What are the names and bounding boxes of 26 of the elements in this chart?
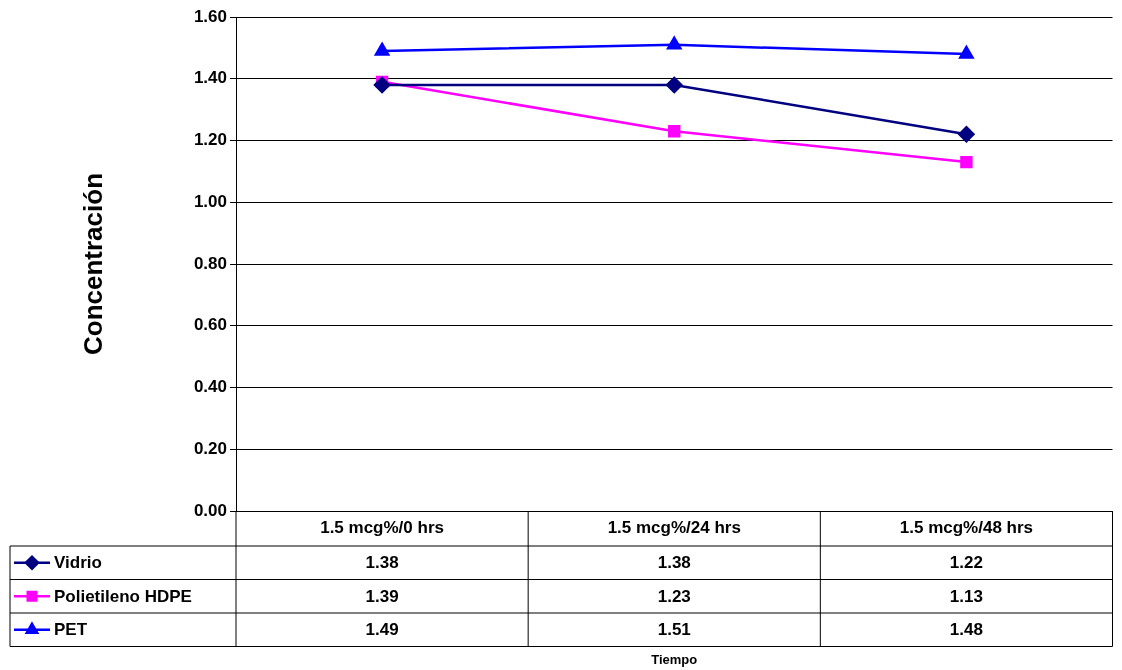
legend-label: PET	[54, 620, 88, 640]
y-tick-label: 0.80	[193, 253, 227, 273]
y-tick-label: 0.40	[193, 377, 227, 397]
text: Tiempo	[651, 651, 698, 667]
legend-label: Polietileno HDPE	[54, 586, 192, 606]
data-label: 1.38	[365, 553, 399, 573]
data-label: 1.22	[949, 553, 983, 573]
data-label: 1.51	[657, 620, 691, 640]
data-label: 1.13	[949, 586, 983, 606]
y-tick-label: 1.00	[193, 191, 227, 211]
x-tick-label: 1.5 mcg%/0 hrs	[320, 518, 444, 538]
y-tick-label: 0.60	[193, 315, 227, 335]
data-label: 1.38	[657, 553, 691, 573]
y-tick-label: 1.60	[193, 6, 227, 26]
data-label: 1.48	[949, 620, 983, 640]
y-tick-label: 0.20	[193, 438, 227, 458]
y-tick-label: 1.40	[193, 68, 227, 88]
x-tick-label: 1.5 mcg%/48 hrs	[899, 518, 1034, 538]
y-tick-label: 1.20	[193, 130, 227, 150]
x-tick-label: 1.5 mcg%/24 hrs	[607, 518, 741, 538]
y-axis-title: Concentración	[78, 172, 109, 356]
legend-label: Vidrio	[54, 553, 102, 573]
data-label: 1.49	[365, 620, 399, 640]
data-label: 1.23	[657, 586, 691, 606]
y-tick-label: 0.00	[193, 500, 227, 520]
data-label: 1.39	[365, 586, 399, 606]
